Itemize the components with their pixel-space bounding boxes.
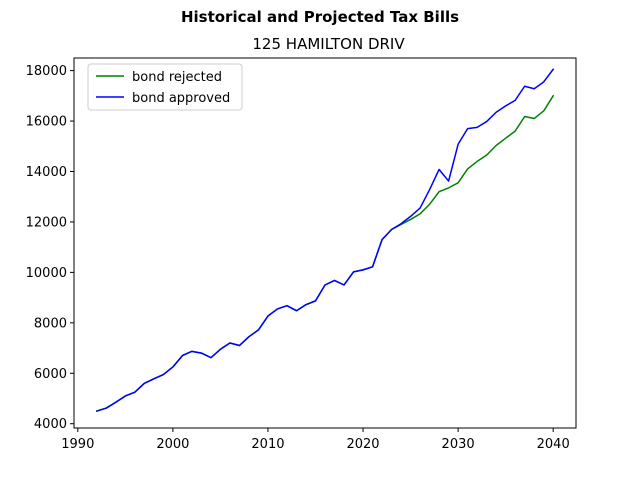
x-tick-label: 2020 [346,437,379,452]
legend: bond rejected bond approved [87,63,243,111]
y-tick-label: 8000 [34,316,67,331]
series-line-bond-rejected [95,94,555,413]
legend-label: bond rejected [132,70,222,85]
y-tick-label: 12000 [26,215,67,230]
x-tick-label: 1990 [61,437,94,452]
chart-subtitle: 125 HAMILTON DRIV [252,35,405,53]
y-tick-label: 10000 [26,266,67,281]
legend-label: bond approved [132,91,230,106]
series-line-bond-approved [95,68,555,413]
chart-title: Historical and Projected Tax Bills [181,8,459,26]
y-tick-label: 6000 [34,367,67,382]
y-tick-label: 14000 [26,165,67,180]
x-tick-label: 2030 [442,437,475,452]
plot-area-frame [73,57,577,429]
y-axis: 4000 6000 8000 10000 12000 14000 16000 18000 [26,64,74,432]
series-layer [95,68,555,413]
legend-box [87,63,243,111]
y-tick-label: 4000 [34,417,67,432]
x-axis: 1990 2000 2010 2020 2030 2040 [61,428,570,452]
x-tick-label: 2010 [251,437,284,452]
x-tick-label: 2000 [156,437,189,452]
y-tick-label: 16000 [26,115,67,130]
x-tick-label: 2040 [537,437,570,452]
y-tick-label: 18000 [26,64,67,79]
